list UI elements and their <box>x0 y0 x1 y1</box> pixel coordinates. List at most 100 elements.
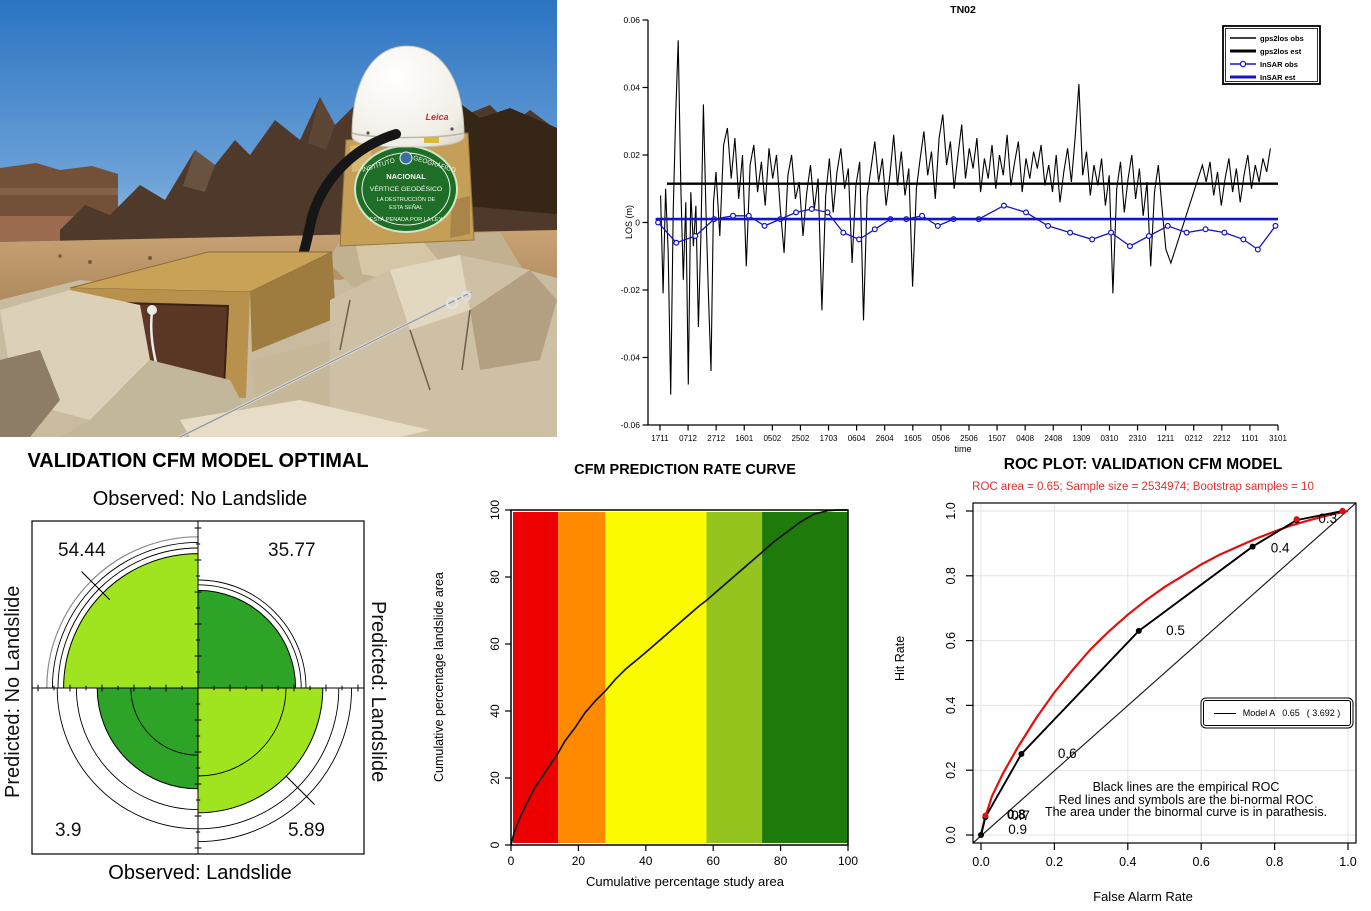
y-tick-label: 0.8 <box>944 567 958 584</box>
y-tick-label: 0.06 <box>623 15 640 25</box>
sign-emblem <box>399 151 413 165</box>
roc-xlabel: False Alarm Rate <box>1093 889 1193 904</box>
y-tick-label: 0 <box>488 841 502 848</box>
quadrant-value-tr: 35.77 <box>268 540 316 561</box>
prc-xlabel: Cumulative percentage study area <box>585 874 784 889</box>
x-tick-label: 3101 <box>1269 434 1287 443</box>
y-axis-label: LOS (m) <box>624 205 634 239</box>
prc-title: CFM PREDICTION RATE CURVE <box>574 462 796 478</box>
threshold-label: 0.6 <box>1058 746 1077 761</box>
y-tick-label: 0.6 <box>944 632 958 649</box>
threshold-label: 0.4 <box>1271 540 1290 555</box>
legend-label: InSAR obs <box>1260 60 1298 69</box>
x-tick-label: 1211 <box>1157 434 1175 443</box>
threshold-label: 0.8 <box>1007 807 1026 822</box>
x-tick-label: 2712 <box>707 434 725 443</box>
geodesic-sign: INSTITUTO GEOGRÁFICO NACIONAL VÉRTICE GE… <box>354 145 458 233</box>
sign-text: ESTÁ PENADA POR LA LEY <box>370 216 443 223</box>
roc-title: ROC PLOT: VALIDATION CFM MODEL <box>1003 456 1283 473</box>
guy-wire <box>179 290 473 439</box>
x-tick-label: 0712 <box>679 434 697 443</box>
x-axis-label: time <box>954 444 971 454</box>
y-tick-label: 40 <box>488 704 502 718</box>
threshold-label: 0.3 <box>1318 511 1337 526</box>
axis-ticks <box>37 527 359 849</box>
x-tick-label: 0.6 <box>1193 855 1210 869</box>
y-tick-label: 0.2 <box>944 761 958 778</box>
sign-text: NACIONAL <box>386 172 426 181</box>
x-tick-label: 2506 <box>960 434 978 443</box>
x-tick-label: 0408 <box>1016 434 1034 443</box>
chance-diagonal <box>972 502 1357 844</box>
y-tick-label: 60 <box>488 637 502 651</box>
tn02-legend: gps2los obs gps2los est InSAR obs InSAR est <box>1222 25 1321 85</box>
tn02-plot: 0.06 0.04 0.02 0 -0.02 -0.04 -0.06 1711 0712 2712… <box>621 4 1288 454</box>
y-tick-label: -0.02 <box>621 285 641 295</box>
susceptibility-band <box>605 512 707 843</box>
sign-text: LA DESTRUCCIÓN DE <box>377 196 436 203</box>
legend-model-extra: ( 3.692 ) <box>1306 708 1341 718</box>
legend-model-label: Model A <box>1242 708 1276 718</box>
legend-label: InSAR est <box>1260 73 1296 82</box>
x-tick-label: 1605 <box>904 434 922 443</box>
x-tick-label: 1101 <box>1241 434 1259 443</box>
fourfold-left-label: Predicted: No Landslide <box>2 585 24 799</box>
roc-subtitle: ROC area = 0.65; Sample size = 2534974; … <box>972 481 1314 493</box>
x-tick-label: 0 <box>508 854 515 868</box>
legend-model-value: 0.65 <box>1282 708 1300 718</box>
susceptibility-band <box>513 512 559 843</box>
y-tick-label: 100 <box>488 500 502 520</box>
x-tick-label: 0.8 <box>1266 855 1283 869</box>
legend-label: gps2los est <box>1260 47 1302 56</box>
x-tick-label: 0212 <box>1185 434 1203 443</box>
x-tick-label: 20 <box>572 854 586 868</box>
fourfold-confusion-plot <box>31 520 365 855</box>
x-tick-label: 0502 <box>763 434 781 443</box>
prediction-rate-chart: 0 20 40 60 80 100 0 20 40 60 80 100 <box>488 500 858 868</box>
quadrant-top-right <box>197 579 307 689</box>
quadrant-value-tl: 54.44 <box>58 540 106 561</box>
x-tick-label: 60 <box>707 854 721 868</box>
series-InSAR-obs <box>655 202 1279 253</box>
x-tick-label: 0.4 <box>1119 855 1136 869</box>
foreground-rocks <box>0 255 557 437</box>
sign-text: VÉRTICE GEODÉSICO <box>370 184 442 193</box>
quadrant-value-bl: 3.9 <box>55 820 82 841</box>
threshold-label: 0.7 <box>1011 808 1030 823</box>
fourfold-plot <box>31 520 365 855</box>
roc-note-line: Red lines and symbols are the bi-normal … <box>1058 792 1314 807</box>
roc-notes: Black lines are the empirical ROC Red li… <box>1000 781 1371 819</box>
series-gps2los-obs <box>660 40 1271 395</box>
tn02-timeseries-chart: 0.06 0.04 0.02 0 -0.02 -0.04 -0.06 1711 0712 2712… <box>621 4 1321 454</box>
fourfold-right-label: Predicted: Landslide <box>367 601 389 783</box>
leica-logo: Leica <box>425 112 448 122</box>
y-tick-label: 1.0 <box>944 502 958 519</box>
prediction-rate-curve <box>510 509 848 846</box>
roc-note-line: Black lines are the empirical ROC <box>1092 780 1280 794</box>
fourfold-bottom-label: Observed: Landslide <box>108 862 292 884</box>
y-tick-label: 0.02 <box>623 150 640 160</box>
prc-ylabel: Cumulative percentage landslide area <box>432 572 446 782</box>
x-tick-label: 2502 <box>792 434 810 443</box>
x-tick-label: 1.0 <box>1339 855 1356 869</box>
x-tick-label: 0506 <box>932 434 950 443</box>
fourfold-top-label: Observed: No Landslide <box>92 488 308 510</box>
x-tick-label: 1703 <box>820 434 838 443</box>
x-tick-label: 0.0 <box>972 855 989 869</box>
legend-label: gps2los obs <box>1260 34 1304 43</box>
y-tick-label: -0.06 <box>621 420 641 430</box>
y-tick-label: 0.0 <box>944 826 958 843</box>
door-hasp <box>147 305 157 315</box>
threshold-label: 0.9 <box>1008 822 1027 837</box>
susceptibility-band <box>558 512 606 843</box>
susceptibility-band <box>762 512 848 843</box>
x-tick-label: 2408 <box>1044 434 1062 443</box>
y-tick-label: 20 <box>488 771 502 785</box>
x-tick-label: 2310 <box>1129 434 1147 443</box>
x-tick-label: 2604 <box>876 434 894 443</box>
y-tick-label: 0.04 <box>623 83 640 93</box>
x-tick-label: 1507 <box>988 434 1006 443</box>
y-tick-label: 80 <box>488 570 502 584</box>
y-tick-label: -0.04 <box>621 353 641 363</box>
